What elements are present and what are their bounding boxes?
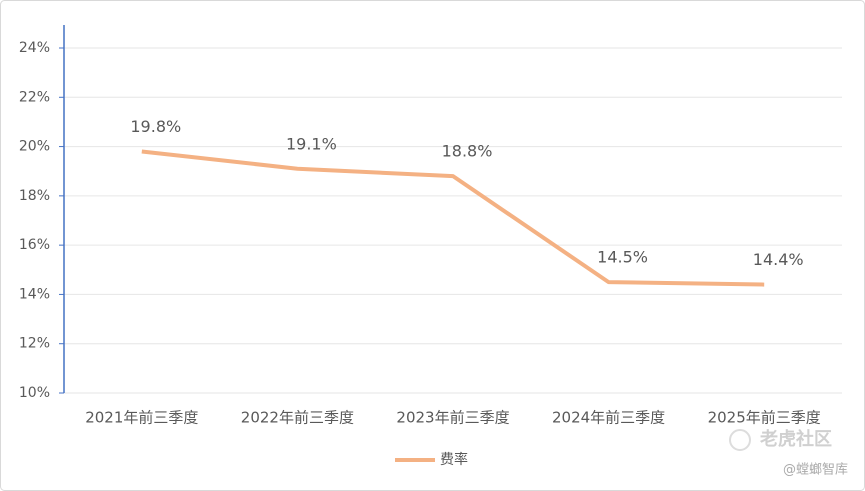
y-tick-label: 12% bbox=[19, 336, 50, 352]
data-label: 18.8% bbox=[442, 142, 493, 161]
y-tick-label: 10% bbox=[19, 385, 50, 401]
x-tick-label: 2023年前三季度 bbox=[396, 409, 509, 427]
y-tick-label: 14% bbox=[19, 286, 50, 302]
y-tick-label: 20% bbox=[19, 139, 50, 155]
line bbox=[141, 149, 765, 287]
y-tick-label: 16% bbox=[19, 237, 50, 253]
legend-label: 费率 bbox=[440, 451, 468, 468]
y-tick-label: 22% bbox=[19, 89, 50, 105]
watermark: 老虎社区 bbox=[760, 428, 832, 450]
data-label: 19.1% bbox=[286, 134, 337, 153]
y-tick-label: 18% bbox=[19, 188, 50, 204]
x-tick-label: 2024年前三季度 bbox=[552, 409, 665, 427]
y-tick-label: 24% bbox=[19, 40, 50, 56]
watermark: @螳螂智库 bbox=[783, 462, 848, 478]
data-label: 14.5% bbox=[597, 248, 648, 267]
x-tick-label: 2022年前三季度 bbox=[241, 409, 354, 427]
data-label: 19.8% bbox=[130, 117, 181, 136]
x-tick-label: 2021年前三季度 bbox=[85, 409, 198, 427]
x-tick-label: 2025年前三季度 bbox=[708, 409, 821, 427]
watermark-icon bbox=[729, 429, 751, 451]
data-label: 14.4% bbox=[753, 250, 804, 269]
